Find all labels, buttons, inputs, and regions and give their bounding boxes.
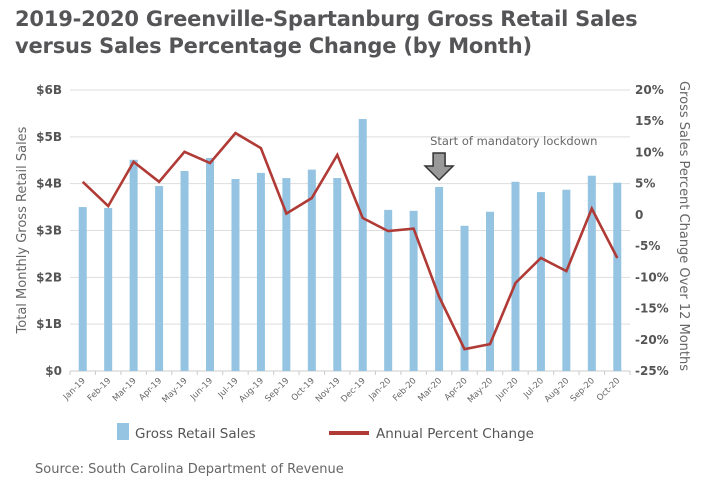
left-axis-tick-label: $2B	[36, 270, 62, 284]
left-axis-ticks: $0 $1B $2B $3B $4B $5B $6B	[36, 83, 62, 378]
chart-title-line-1: 2019-2020 Greenville-Spartanburg Gross R…	[15, 7, 638, 31]
down-arrow-icon	[423, 152, 455, 182]
x-axis-tick-label: May-19	[160, 376, 189, 405]
right-axis-tick-label: -10%	[635, 270, 669, 284]
x-axis-tick-label: Jan-20	[366, 376, 393, 403]
x-axis-tick-label: Dec-19	[339, 376, 368, 405]
bar	[307, 169, 316, 371]
x-axis-tick-label: May-20	[466, 376, 495, 405]
left-axis-tick-label: $5B	[36, 130, 62, 144]
legend-swatch-annual-percent-change	[329, 431, 369, 435]
left-axis-tick-label: $6B	[36, 83, 62, 97]
bar	[104, 208, 113, 371]
bar	[78, 207, 87, 371]
right-axis-tick-label: -20%	[635, 333, 669, 347]
bar	[562, 189, 571, 371]
annotation-text: Start of mandatory lockdown	[430, 134, 597, 148]
x-axis-tick-label: Mar-20	[416, 376, 444, 404]
x-axis-tick-label: Jun-19	[188, 376, 215, 403]
x-axis-tick-label: Sep-19	[263, 376, 291, 404]
right-axis-tick-label: -5%	[635, 239, 660, 253]
right-axis-tick-label: 20%	[635, 83, 664, 97]
x-axis-tick-label: Jan-19	[61, 376, 88, 403]
x-axis-tick-label: Aug-20	[543, 376, 572, 405]
chart-title-line-2: versus Sales Percentage Change (by Month…	[15, 34, 532, 58]
bar	[282, 178, 291, 371]
legend-label-annual-percent-change: Annual Percent Change	[376, 426, 534, 442]
left-axis-tick-label: $3B	[36, 224, 62, 238]
right-axis-title: Gross Sales Percent Change Over 12 Month…	[676, 81, 691, 371]
x-axis-tick-label: Oct-20	[595, 376, 622, 403]
bar	[129, 159, 138, 371]
right-axis-tick-label: -25%	[635, 364, 669, 378]
bar	[587, 175, 596, 371]
x-axis-tick-label: Aug-19	[237, 376, 266, 405]
source-note: Source: South Carolina Department of Rev…	[35, 462, 344, 477]
left-axis-tick-label: $4B	[36, 177, 62, 191]
bar-series	[78, 119, 622, 371]
gridlines	[70, 89, 630, 372]
left-axis-title: Total Monthly Gross Retail Sales	[15, 126, 30, 334]
bar	[231, 178, 240, 371]
x-axis-tick-label: Jun-20	[494, 376, 521, 403]
bar	[409, 210, 418, 371]
bar	[333, 178, 342, 371]
bar	[460, 225, 469, 371]
bar	[180, 171, 189, 371]
annotation: Start of mandatory lockdown	[423, 134, 597, 182]
bar	[435, 186, 444, 371]
right-axis-tick-label: 5%	[635, 177, 655, 191]
x-axis-tick-label: Nov-19	[314, 376, 342, 404]
x-axis-tick-label: Feb-19	[86, 376, 114, 404]
bar	[155, 186, 164, 371]
bar	[536, 192, 545, 371]
bar	[613, 182, 622, 371]
bar	[206, 157, 214, 371]
chart-title: 2019-2020 Greenville-Spartanburg Gross R…	[15, 6, 705, 60]
x-axis-tick-label: Feb-20	[391, 376, 419, 404]
bar	[486, 211, 494, 371]
left-axis-tick-label: $1B	[36, 317, 62, 331]
bar	[256, 172, 265, 371]
line-path	[81, 131, 619, 351]
legend-label-gross-retail-sales: Gross Retail Sales	[135, 426, 256, 442]
legend: Gross Retail Sales Annual Percent Change	[117, 423, 534, 442]
x-axis-tick-label: Mar-19	[111, 376, 139, 404]
bar	[358, 119, 367, 371]
line-series	[81, 131, 619, 351]
right-axis-ticks: -25% -20% -15% -10% -5% 0 5% 10% 15% 20%	[635, 83, 669, 378]
left-axis-tick-label: $0	[45, 364, 62, 378]
right-axis-tick-label: 10%	[635, 145, 664, 159]
bar	[384, 209, 393, 371]
x-axis-tick-label: Sep-20	[569, 376, 597, 404]
right-axis-tick-label: -15%	[635, 302, 669, 316]
right-axis-tick-label: 15%	[635, 114, 664, 128]
x-axis-tick-label: Oct-19	[290, 376, 317, 403]
bar	[511, 181, 520, 371]
right-axis-tick-label: 0	[635, 208, 643, 222]
legend-swatch-gross-retail-sales	[117, 423, 129, 440]
